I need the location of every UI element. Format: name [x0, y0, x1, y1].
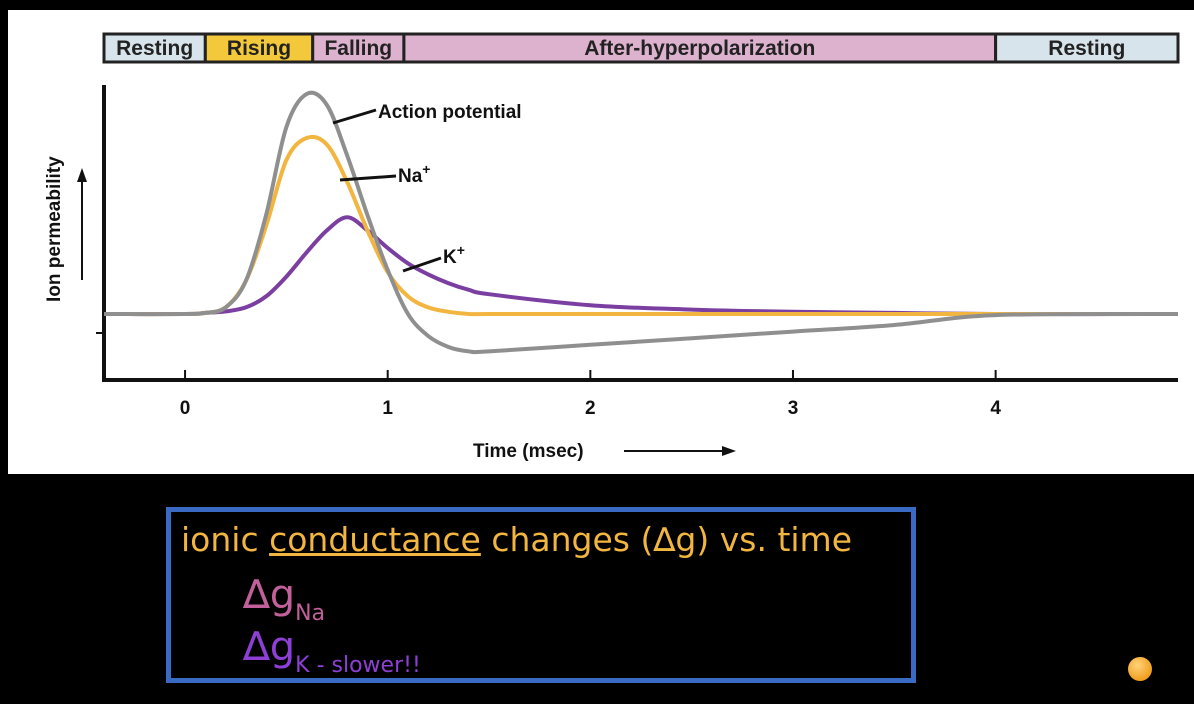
x-tick-label-2: 2 — [585, 398, 596, 419]
phase-segment-0 — [102, 32, 207, 64]
phase-label-4: Resting — [1048, 37, 1125, 60]
annotation-k: K+ — [443, 242, 465, 268]
phase-label-3: After-hyperpolarization — [584, 37, 815, 60]
series-lines — [103, 90, 1179, 355]
delta-g-k-note: - slower!! — [309, 653, 421, 678]
x-tick-label-4: 4 — [990, 398, 1001, 419]
annotation-action-potential: Action potential — [378, 102, 522, 123]
annotation-na: Na+ — [398, 161, 430, 187]
y-axis-label: Ion permeability — [44, 156, 65, 302]
x-ticks: 0 1 2 3 4 — [180, 370, 1001, 419]
x-tick-label-0: 0 — [180, 398, 191, 419]
delta-g-na-symbol: ∆g — [243, 572, 296, 618]
phase-segment-1 — [203, 32, 315, 64]
annotation-na-charge: + — [422, 161, 430, 177]
caption-underlined-word: conductance — [269, 520, 481, 559]
x-tick-label-1: 1 — [382, 398, 393, 419]
annotation-leader-na — [339, 174, 397, 182]
series-line-2 — [103, 215, 1179, 317]
x-axis-label: Time (msec) — [473, 441, 584, 462]
caption-title: ionic conductance changes (∆g) vs. time — [181, 520, 852, 559]
phase-segment-2 — [311, 32, 406, 64]
delta-g-k: ∆gK - slower!! — [243, 624, 421, 678]
caption-box: ionic conductance changes (∆g) vs. time … — [166, 507, 916, 683]
slide-bullet-dot — [1128, 657, 1152, 681]
y-axis-arrowhead — [77, 168, 87, 182]
caption-post: changes (∆g) vs. time — [480, 520, 852, 559]
series-line-0 — [103, 90, 1179, 355]
phase-bar: Resting Rising Falling After-hyperpolarizat… — [102, 32, 1180, 64]
delta-g-k-subscript: K — [295, 653, 310, 678]
x-axis-arrowhead — [722, 446, 736, 456]
phase-label-0: Resting — [116, 37, 193, 60]
annotation-leader-action-potential — [332, 108, 377, 125]
figure-panel: Resting Rising Falling After-hyperpolarizat… — [8, 10, 1194, 474]
axis-labels: Time (msec) Ion permeability — [44, 156, 736, 462]
x-tick-label-3: 3 — [788, 398, 799, 419]
annotation-leader-k — [402, 256, 442, 273]
delta-g-na: ∆gNa — [243, 572, 325, 626]
phase-label-1: Rising — [227, 37, 291, 60]
permeability-chart: Resting Rising Falling After-hyperpolarizat… — [44, 32, 1180, 462]
delta-g-na-subscript: Na — [295, 601, 326, 626]
phase-label-2: Falling — [324, 37, 392, 60]
series-annotations: Action potential Na+ K+ — [332, 102, 522, 273]
caption-pre: ionic — [181, 520, 270, 559]
annotation-k-charge: + — [457, 242, 465, 258]
delta-g-k-symbol: ∆g — [243, 624, 296, 670]
axes — [96, 85, 1178, 382]
phase-segment-4 — [994, 32, 1180, 64]
